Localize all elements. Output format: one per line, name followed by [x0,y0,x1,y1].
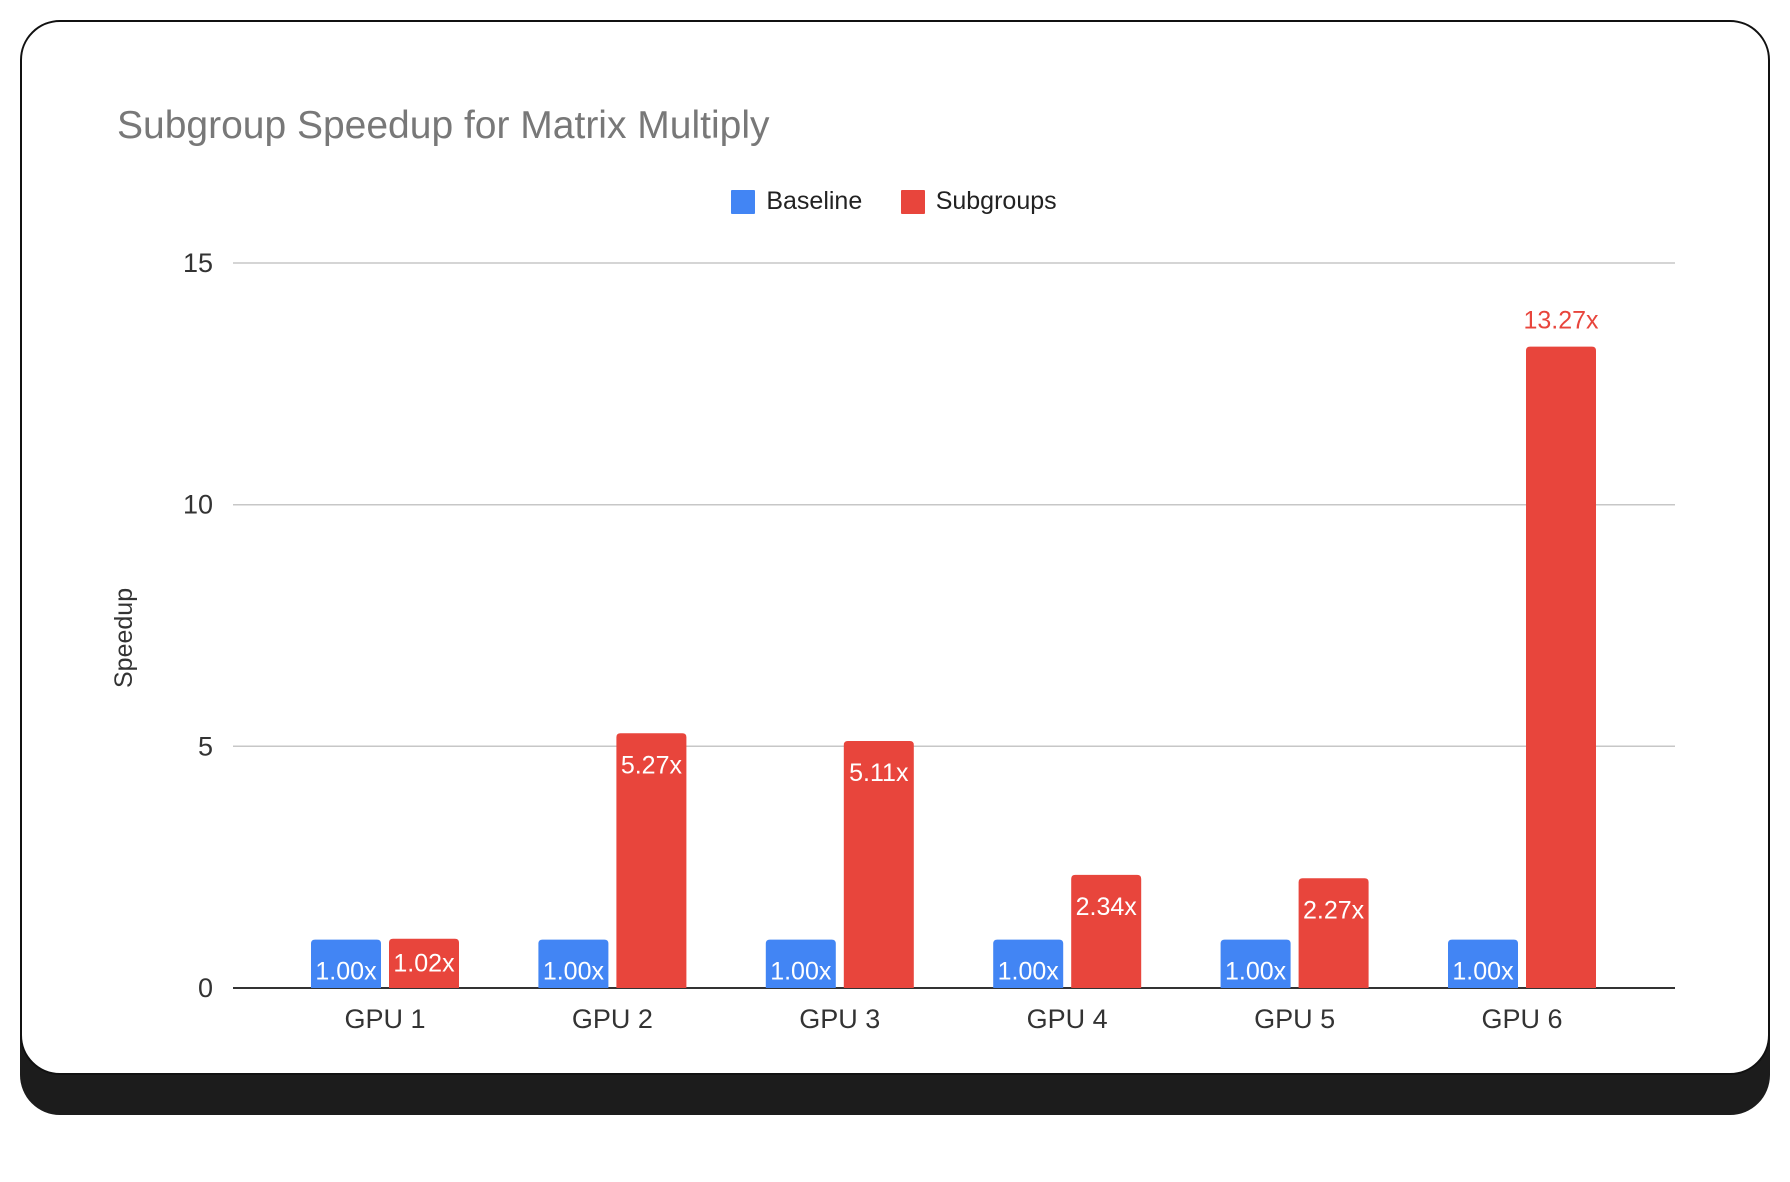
svg-text:13.27x: 13.27x [1523,307,1599,335]
svg-text:1.00x: 1.00x [315,958,377,986]
svg-text:1.00x: 1.00x [1452,958,1514,986]
svg-text:15: 15 [183,248,213,278]
svg-text:2.34x: 2.34x [1076,893,1138,921]
svg-text:5.11x: 5.11x [849,759,909,787]
svg-text:GPU 4: GPU 4 [1027,1004,1108,1034]
svg-text:0: 0 [198,973,213,1003]
svg-text:GPU 3: GPU 3 [799,1004,880,1034]
svg-text:GPU 2: GPU 2 [572,1004,653,1034]
svg-text:1.02x: 1.02x [393,950,455,978]
svg-text:1.00x: 1.00x [543,958,605,986]
svg-text:5.27x: 5.27x [621,751,683,779]
svg-text:2.27x: 2.27x [1303,896,1365,924]
svg-text:10: 10 [183,490,213,520]
svg-text:1.00x: 1.00x [1225,958,1287,986]
svg-text:1.00x: 1.00x [770,958,832,986]
svg-text:GPU 5: GPU 5 [1254,1004,1335,1034]
svg-text:GPU 6: GPU 6 [1481,1004,1562,1034]
svg-text:1.00x: 1.00x [998,958,1060,986]
svg-text:GPU 1: GPU 1 [344,1004,425,1034]
svg-text:5: 5 [198,731,213,761]
